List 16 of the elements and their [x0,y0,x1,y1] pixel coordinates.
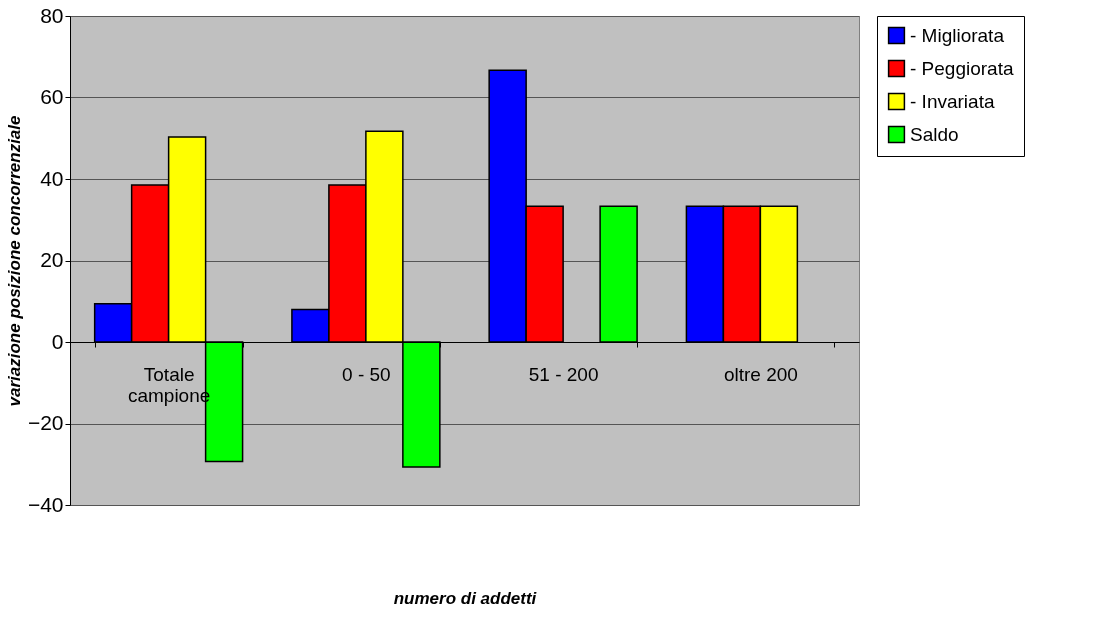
legend-label: - Invariata [910,90,995,112]
x-tick-label: 0 - 50 [342,363,391,385]
y-tick-label: 60 [40,85,64,108]
legend-label: - Migliorata [910,24,1005,46]
legend-label: - Peggiorata [910,57,1014,79]
y-tick-label: −20 [27,411,64,434]
y-tick-label: 80 [40,3,64,27]
y-tick-label: 0 [51,329,64,353]
legend-label: Saldo [910,123,959,145]
y-tick-label: 40 [40,166,64,190]
x-axis-title: numero di addetti [393,588,538,608]
y-tick-label: 20 [40,248,64,271]
x-tick-label: 51 - 200 [528,363,599,385]
y-tick-label: −40 [27,492,64,516]
x-tick-label: oltre 200 [723,363,798,385]
y-axis-title: variazione posizione concorrenziale [4,115,24,407]
